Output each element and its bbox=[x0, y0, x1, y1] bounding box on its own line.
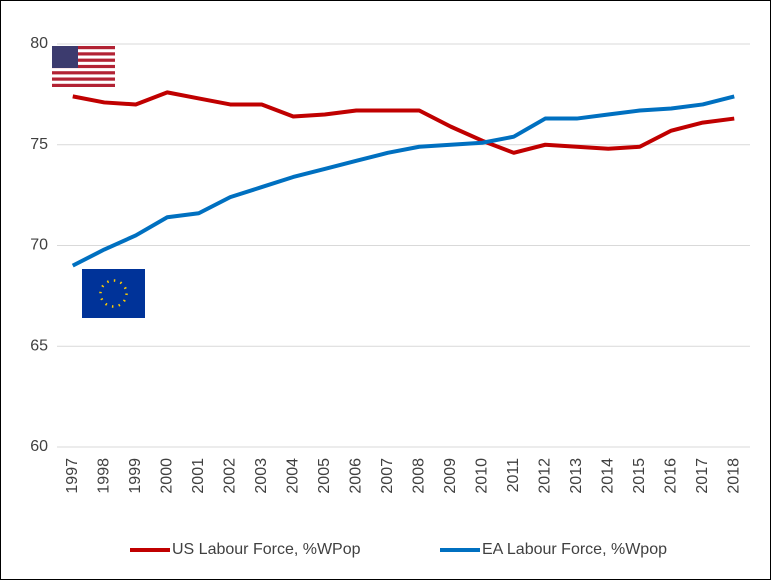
legend-label: EA Labour Force, %Wpop bbox=[482, 541, 667, 558]
x-tick-label: 2015 bbox=[631, 458, 648, 494]
x-tick-label: 2012 bbox=[536, 458, 553, 494]
x-tick-label: 2018 bbox=[725, 458, 742, 494]
x-tick-label: 2013 bbox=[568, 458, 585, 494]
series-line bbox=[72, 90, 735, 155]
us-flag bbox=[52, 46, 115, 87]
x-tick-label: 2011 bbox=[505, 458, 522, 493]
x-tick-label: 2001 bbox=[190, 458, 207, 494]
x-tick-label: 1998 bbox=[95, 458, 112, 494]
legend-label: US Labour Force, %WPop bbox=[172, 541, 361, 558]
y-tick-label: 75 bbox=[30, 136, 48, 153]
x-tick-label: 2004 bbox=[284, 458, 301, 494]
x-tick-label: 2008 bbox=[410, 458, 427, 494]
y-tick-label: 70 bbox=[30, 237, 48, 254]
x-tick-label: 2009 bbox=[442, 458, 459, 494]
y-tick-label: 60 bbox=[30, 438, 48, 455]
y-tick-label: 65 bbox=[30, 337, 48, 354]
x-tick-label: 2017 bbox=[694, 458, 711, 494]
x-tick-label: 2016 bbox=[662, 458, 679, 494]
y-tick-label: 80 bbox=[30, 35, 48, 52]
x-tick-label: 2006 bbox=[347, 458, 364, 494]
series-line bbox=[71, 94, 735, 268]
x-tick-label: 2014 bbox=[599, 458, 616, 494]
x-tick-label: 2000 bbox=[158, 458, 175, 494]
x-tick-label: 1999 bbox=[127, 458, 144, 494]
x-tick-label: 2003 bbox=[253, 458, 270, 494]
x-tick-label: 1997 bbox=[64, 458, 81, 494]
x-tick-label: 2005 bbox=[316, 458, 333, 494]
x-tick-label: 2007 bbox=[379, 458, 396, 494]
eu-flag bbox=[82, 269, 145, 318]
x-tick-label: 2002 bbox=[221, 458, 238, 494]
x-tick-label: 2010 bbox=[473, 458, 490, 494]
